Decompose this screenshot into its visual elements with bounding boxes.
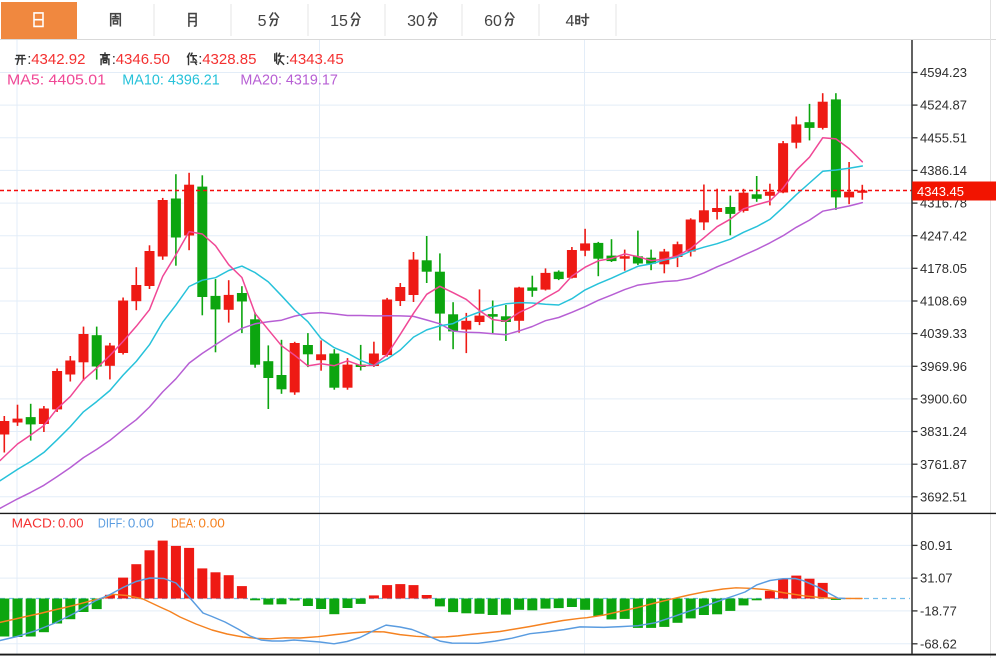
svg-text:60: 60 bbox=[484, 13, 502, 30]
svg-text:3831.24: 3831.24 bbox=[920, 424, 967, 439]
svg-text::: : bbox=[27, 51, 31, 68]
svg-text:4108.69: 4108.69 bbox=[920, 294, 967, 309]
svg-text:15: 15 bbox=[330, 13, 348, 30]
svg-text:4: 4 bbox=[566, 13, 575, 30]
svg-text:30: 30 bbox=[407, 13, 425, 30]
svg-text::: : bbox=[286, 51, 290, 68]
svg-text:MA5: 4405.01: MA5: 4405.01 bbox=[7, 72, 106, 89]
svg-text:4343.45: 4343.45 bbox=[290, 51, 344, 68]
svg-text:0.00: 0.00 bbox=[58, 516, 84, 531]
svg-text:31.07: 31.07 bbox=[920, 571, 953, 586]
svg-text:4524.87: 4524.87 bbox=[920, 98, 967, 113]
svg-text::: : bbox=[112, 51, 116, 68]
svg-text:MACD:: MACD: bbox=[12, 516, 56, 531]
svg-text:0.00: 0.00 bbox=[128, 516, 154, 531]
svg-text:80.91: 80.91 bbox=[920, 538, 953, 553]
svg-text:4343.45: 4343.45 bbox=[917, 184, 964, 199]
svg-text:5: 5 bbox=[258, 13, 267, 30]
svg-text:-18.77: -18.77 bbox=[920, 604, 957, 619]
svg-text:4346.50: 4346.50 bbox=[116, 51, 170, 68]
svg-text:4386.14: 4386.14 bbox=[920, 163, 967, 178]
svg-text:4039.33: 4039.33 bbox=[920, 326, 967, 341]
svg-text:MA10: 4396.21: MA10: 4396.21 bbox=[122, 72, 220, 89]
svg-text:3900.60: 3900.60 bbox=[920, 392, 967, 407]
svg-text:4178.05: 4178.05 bbox=[920, 261, 967, 276]
svg-text:MA20: 4319.17: MA20: 4319.17 bbox=[240, 72, 338, 89]
svg-text:0.00: 0.00 bbox=[198, 516, 225, 531]
svg-text:4342.92: 4342.92 bbox=[31, 51, 85, 68]
svg-text:4328.85: 4328.85 bbox=[202, 51, 256, 68]
svg-text:4455.51: 4455.51 bbox=[920, 130, 967, 145]
svg-text:3969.96: 3969.96 bbox=[920, 359, 967, 374]
svg-text:DIFF:: DIFF: bbox=[98, 516, 126, 531]
svg-text:-68.62: -68.62 bbox=[920, 636, 957, 651]
svg-text:3692.51: 3692.51 bbox=[920, 489, 967, 504]
svg-text:4247.42: 4247.42 bbox=[920, 228, 967, 243]
svg-text:3761.87: 3761.87 bbox=[920, 457, 967, 472]
svg-text::: : bbox=[198, 51, 202, 68]
svg-text:DEA:: DEA: bbox=[171, 516, 196, 531]
svg-text:4594.23: 4594.23 bbox=[920, 65, 967, 80]
